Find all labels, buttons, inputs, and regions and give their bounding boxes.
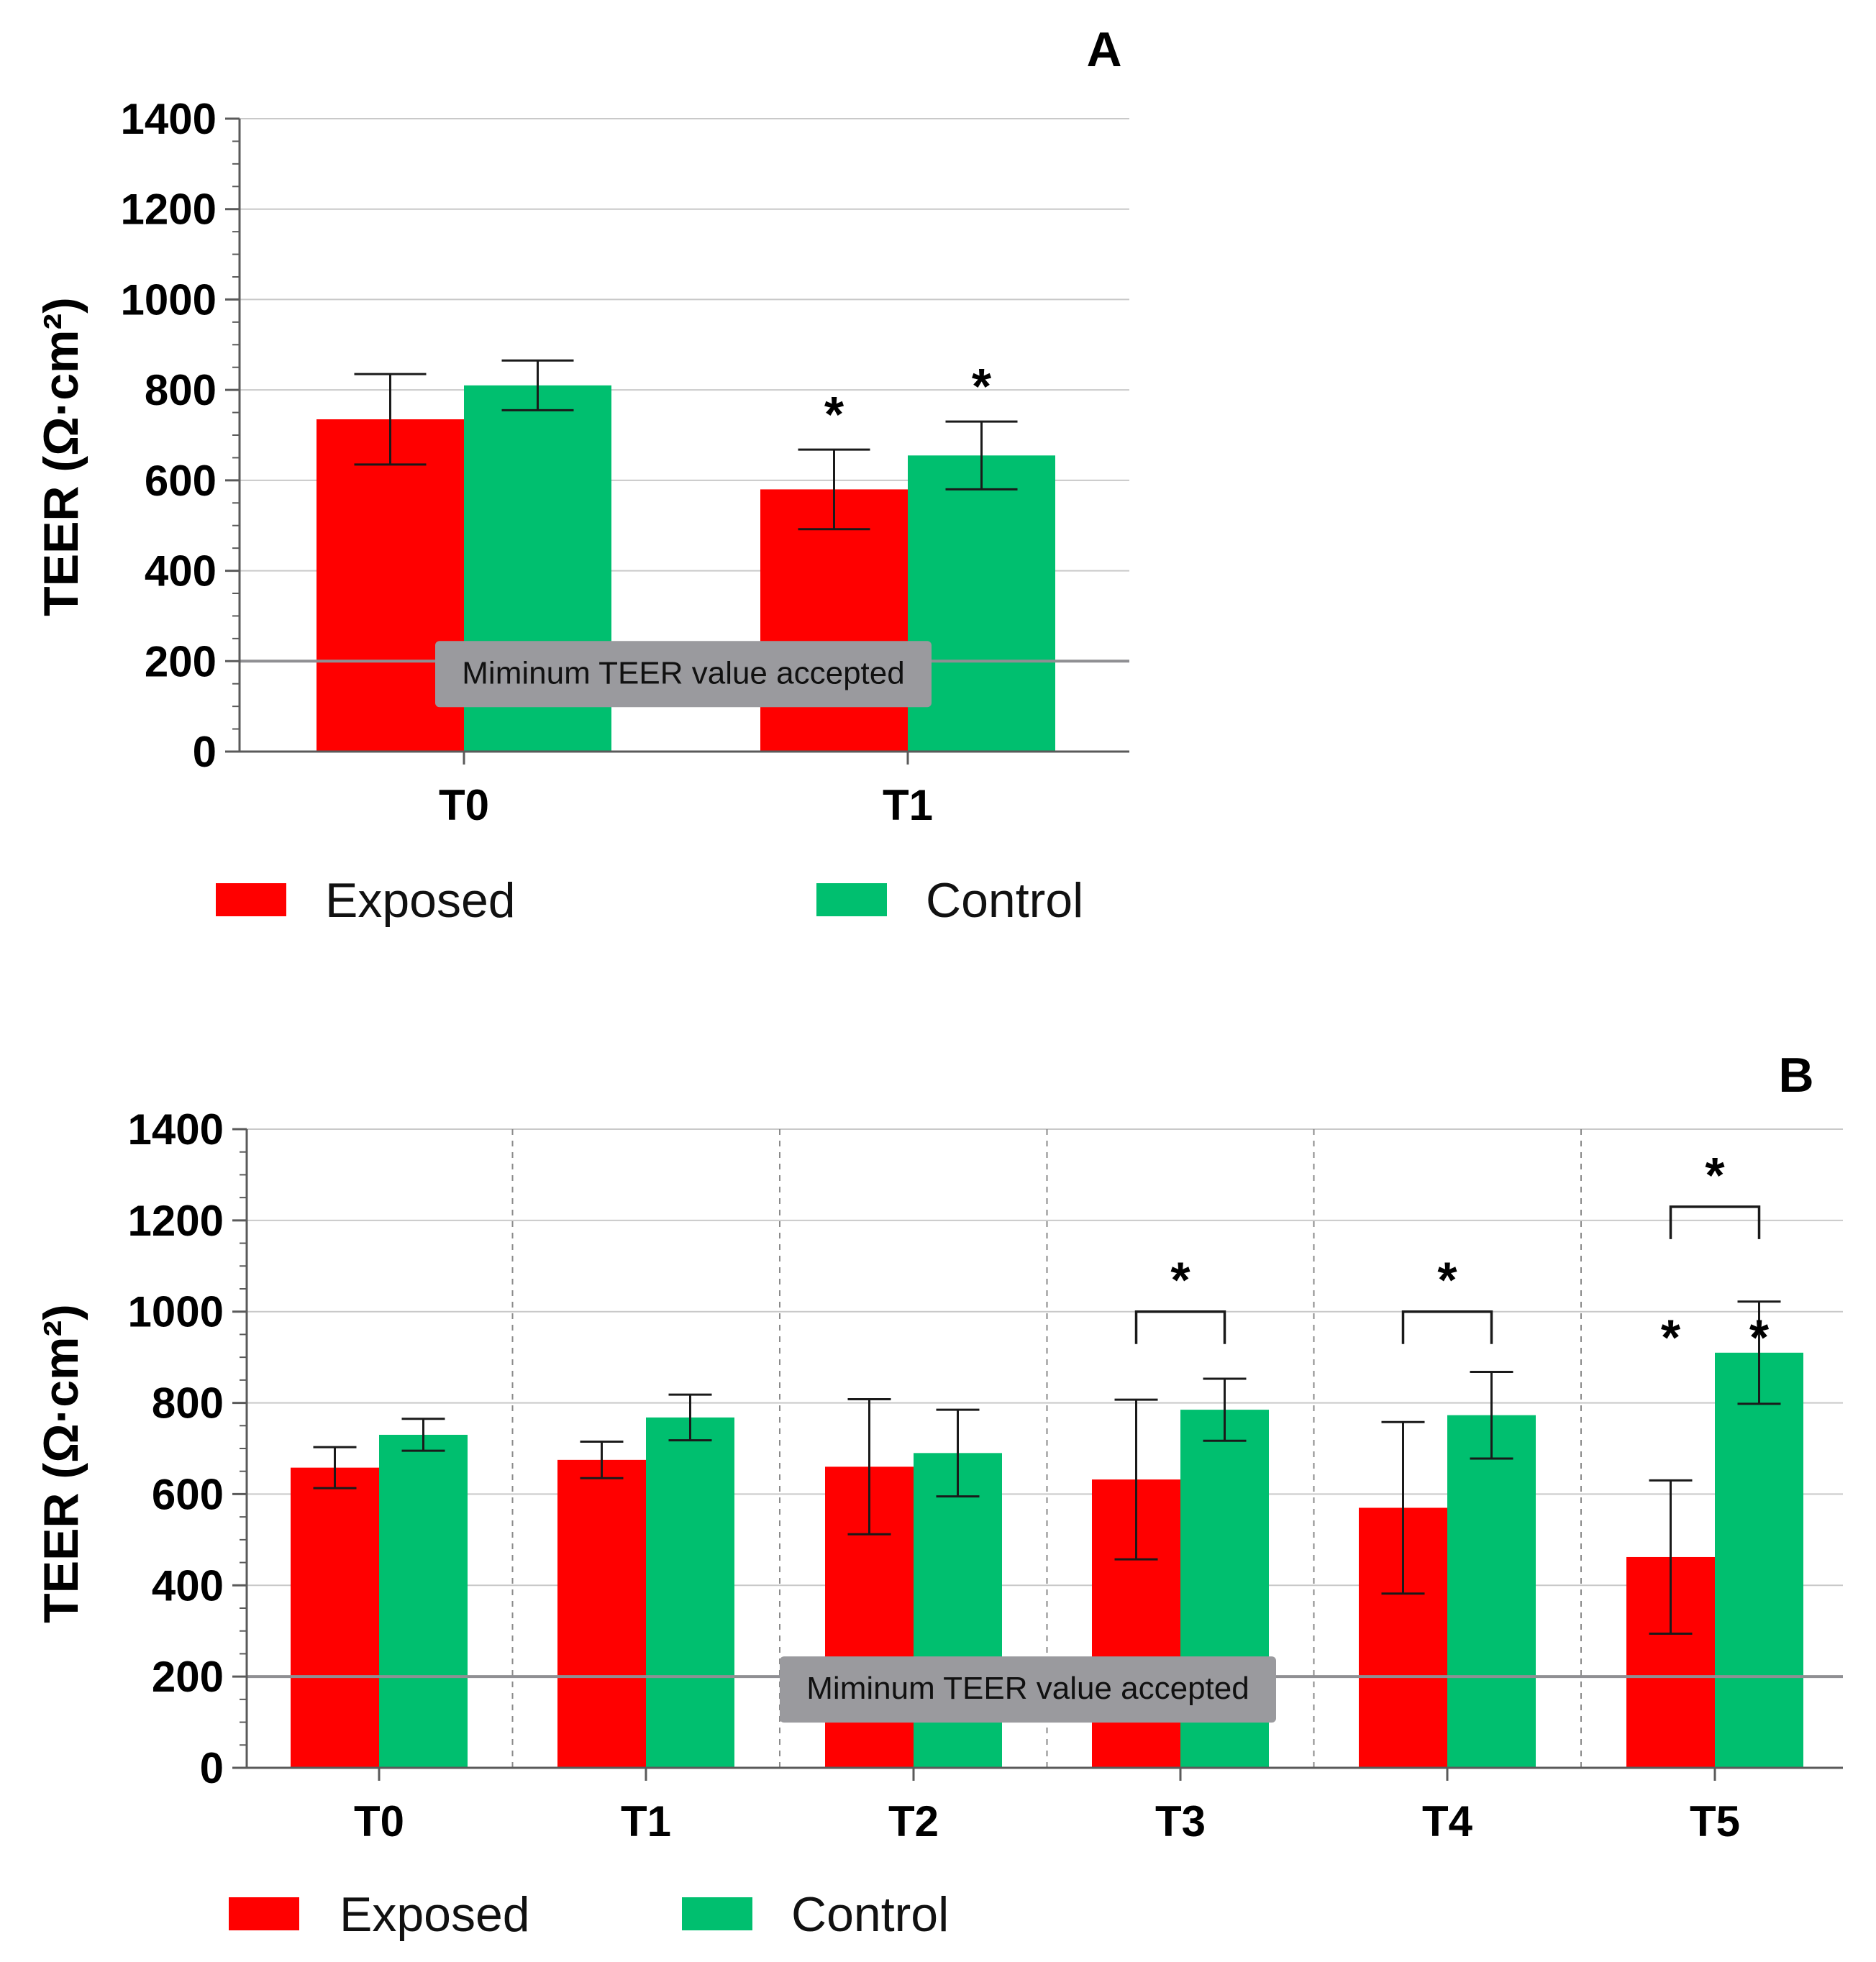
panel-b-bar-control-t5 <box>1715 1352 1803 1768</box>
panel-b-bar-exposed-t0 <box>291 1467 379 1768</box>
panel-a-x-tick-label-t0: T0 <box>439 781 489 829</box>
panel-a-y-tick-label-1400: 1400 <box>121 95 217 143</box>
panel-a-threshold-label-box <box>435 641 932 708</box>
legend-swatch-control <box>816 883 887 916</box>
panel-a-significance-star-control-t1: * <box>972 358 992 414</box>
panel-b-letter: B <box>1778 1048 1813 1103</box>
panel-b-y-tick-label-600: 600 <box>152 1470 224 1518</box>
panel-b-x-tick-label-t3: T3 <box>1155 1797 1206 1845</box>
panel-a-y-tick-label-800: 800 <box>145 366 217 414</box>
panel-a-y-tick-label-200: 200 <box>145 637 217 685</box>
panel-b-threshold-label-box <box>780 1656 1276 1723</box>
panel-a-bar-exposed-t1 <box>760 489 908 752</box>
panel-b-y-tick-label-800: 800 <box>152 1379 224 1428</box>
panel-a-threshold-label: Miminum TEER value accepted <box>462 655 904 690</box>
panel-b-chart: B TEER (Ω·cm²) Exposed Control Miminum T… <box>34 1048 1843 1942</box>
panel-b-significance-bracket-t3 <box>1134 1310 1226 1344</box>
legend-swatch-control <box>682 1897 752 1930</box>
panel-b-y-tick-label-1200: 1200 <box>128 1197 224 1245</box>
panel-b-x-tick-label-t4: T4 <box>1422 1797 1473 1845</box>
panel-b-error-bar-exposed-t1 <box>580 1440 624 1479</box>
panel-a-legend: Exposed Control <box>216 873 1083 928</box>
panel-b-significance-star-control-t5: * <box>1749 1310 1770 1366</box>
panel-b-x-tick-label-t5: T5 <box>1690 1797 1740 1845</box>
legend-label-exposed: Exposed <box>325 873 516 928</box>
legend-label-control: Control <box>791 1887 949 1942</box>
panel-a-significance-star-exposed-t1: * <box>824 386 844 442</box>
panel-a-error-bar-exposed-t1 <box>798 448 870 531</box>
panel-b-error-bar-exposed-t4 <box>1381 1420 1425 1595</box>
legend-label-exposed: Exposed <box>340 1887 530 1942</box>
panel-b-legend: Exposed Control <box>229 1887 949 1942</box>
panel-b-bar-control-t0 <box>379 1434 468 1768</box>
panel-a-y-tick-label-0: 0 <box>193 728 217 776</box>
panel-b-y-axis-label: TEER (Ω·cm²) <box>34 1304 88 1623</box>
panel-b-error-bar-control-t3 <box>1203 1377 1247 1442</box>
panel-a-y-tick-label-1000: 1000 <box>121 275 217 324</box>
panel-b-bar-control-t1 <box>646 1417 734 1768</box>
panel-a-error-bar-exposed-t0 <box>354 373 427 466</box>
panel-a-y-tick-label-400: 400 <box>145 547 217 596</box>
panel-b-y-tick-label-400: 400 <box>152 1561 224 1610</box>
panel-b-x-tick-label-t1: T1 <box>621 1797 671 1845</box>
panel-b-y-tick-label-1000: 1000 <box>128 1288 224 1336</box>
panel-a-x-tick-label-t1: T1 <box>883 781 933 829</box>
panel-b-error-bar-exposed-t2 <box>847 1398 891 1536</box>
panel-b-significance-star-exposed-t5: * <box>1661 1310 1681 1366</box>
legend-label-control: Control <box>926 873 1083 928</box>
panel-b-bar-exposed-t1 <box>557 1459 646 1768</box>
legend-swatch-exposed <box>229 1897 299 1930</box>
panel-b-y-tick-label-200: 200 <box>152 1653 224 1701</box>
panel-b-bracket-star-t4: * <box>1437 1252 1457 1308</box>
panel-b-error-bar-control-t4 <box>1470 1370 1513 1460</box>
panel-a-error-bar-control-t0 <box>501 359 574 411</box>
panel-b-bracket-star-t3: * <box>1170 1252 1190 1308</box>
panel-b-error-bar-control-t0 <box>401 1418 445 1452</box>
panel-a-letter: A <box>1086 22 1121 77</box>
panel-b-y-tick-label-1400: 1400 <box>128 1105 224 1154</box>
panel-b-bracket-star-t5: * <box>1705 1147 1725 1203</box>
panel-b-significance-bracket-t5 <box>1669 1205 1761 1239</box>
panel-b-error-bar-control-t2 <box>936 1408 980 1498</box>
legend-swatch-exposed <box>216 883 286 916</box>
panel-b-error-bar-control-t5 <box>1737 1300 1781 1405</box>
panel-b-error-bar-exposed-t5 <box>1649 1479 1693 1635</box>
panel-a-y-axis-label: TEER (Ω·cm²) <box>34 297 88 616</box>
panel-b-x-tick-label-t0: T0 <box>354 1797 404 1845</box>
panel-b-error-bar-exposed-t0 <box>313 1446 357 1489</box>
panel-a-chart: A TEER (Ω·cm²) Exposed Control Miminum T… <box>34 22 1129 928</box>
panel-b-threshold-label: Miminum TEER value accepted <box>806 1671 1249 1706</box>
panel-b-significance-bracket-t4 <box>1401 1310 1493 1344</box>
panel-a-bar-control-t1 <box>908 455 1055 752</box>
panel-a-error-bar-control-t1 <box>945 420 1018 490</box>
panel-a-y-tick-label-600: 600 <box>145 457 217 505</box>
panel-b-error-bar-control-t1 <box>668 1393 712 1442</box>
panel-b-bar-control-t4 <box>1447 1415 1536 1768</box>
panel-b-error-bar-exposed-t3 <box>1114 1398 1158 1561</box>
panel-b-y-tick-label-0: 0 <box>200 1744 224 1792</box>
panel-a-y-tick-label-1200: 1200 <box>121 186 217 234</box>
panel-b-x-tick-label-t2: T2 <box>888 1797 939 1845</box>
